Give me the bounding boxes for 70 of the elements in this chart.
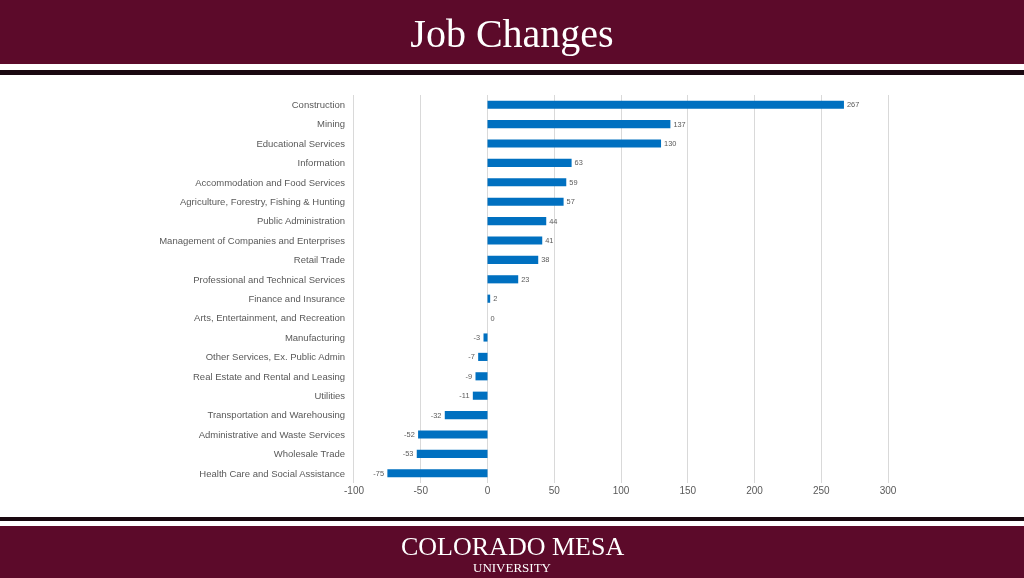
y-tick-label: Finance and Insurance (248, 293, 346, 305)
data-label: 38 (541, 255, 550, 265)
x-tick-label: 300 (879, 485, 897, 496)
data-label: 44 (549, 216, 558, 226)
text: COLORADO MESA (401, 532, 625, 561)
bar (487, 100, 844, 109)
bar (487, 178, 567, 187)
bar (416, 449, 488, 458)
bar (483, 333, 488, 342)
y-tick-label: Manufacturing (284, 331, 346, 343)
bar (444, 411, 488, 420)
y-tick-label: Management of Companies and Enterprises (159, 234, 346, 246)
data-label: 57 (566, 197, 575, 207)
y-tick-label: Mining (317, 118, 346, 130)
y-tick-label: Real Estate and Rental and Leasing (192, 370, 346, 382)
text: UNIVERSITY (473, 560, 552, 575)
y-tick-label: Health Care and Social Assistance (199, 467, 346, 479)
data-label: 130 (664, 139, 677, 149)
data-label: 63 (574, 158, 583, 168)
bar (418, 430, 488, 439)
y-tick-label: Retail Trade (293, 254, 346, 266)
y-tick-label: Accommodation and Food Services (195, 176, 346, 188)
bar (487, 158, 572, 167)
bar (475, 372, 488, 381)
y-tick-label: Professional and Technical Services (193, 273, 346, 285)
data-label: 0 (490, 313, 495, 323)
data-label: -9 (465, 371, 473, 381)
x-tick-label: 0 (484, 485, 491, 496)
y-tick-label: Arts, Entertainment, and Recreation (194, 312, 346, 324)
x-tick-label: 150 (679, 485, 697, 496)
y-tick-label: Utilities (314, 390, 346, 402)
x-tick-label: 50 (548, 485, 561, 496)
x-tick-label: 200 (746, 485, 764, 496)
data-label: -32 (430, 410, 442, 420)
bar (487, 120, 671, 129)
data-label: -3 (473, 333, 481, 343)
y-tick-label: Other Services, Ex. Public Admin (205, 351, 346, 363)
bar (487, 139, 662, 148)
y-tick-label: Transportation and Warehousing (207, 409, 346, 421)
data-label: 137 (673, 119, 686, 129)
data-label: 267 (846, 100, 860, 110)
y-tick-label: Agriculture, Forestry, Fishing & Hunting (180, 196, 346, 208)
y-tick-label: Information (297, 157, 346, 169)
y-tick-label: Public Administration (256, 215, 346, 227)
data-label: 2 (493, 294, 498, 304)
x-tick-label: 100 (612, 485, 630, 496)
data-label: 41 (545, 236, 554, 246)
x-tick-label: -100 (343, 485, 365, 496)
bar (487, 217, 547, 226)
data-label: -75 (373, 468, 385, 478)
bar (487, 236, 543, 245)
data-label: 59 (569, 177, 578, 187)
y-tick-label: Educational Services (256, 137, 346, 149)
bar (478, 352, 488, 361)
y-tick-label: Construction (291, 99, 346, 111)
y-tick-label: Wholesale Trade (273, 448, 346, 460)
data-label: 23 (521, 274, 530, 284)
bar (487, 197, 564, 206)
bar (472, 391, 488, 400)
bar (487, 255, 539, 264)
data-label: -11 (459, 391, 470, 401)
data-label: -7 (468, 352, 475, 362)
bar (487, 275, 519, 284)
chart-title: Job Changes (410, 11, 614, 56)
bar (387, 469, 488, 478)
data-label: -52 (404, 430, 415, 440)
x-tick-label: 250 (812, 485, 831, 496)
x-tick-label: -50 (413, 485, 429, 496)
data-label: -53 (402, 449, 414, 459)
y-tick-label: Administrative and Waste Services (198, 428, 346, 440)
